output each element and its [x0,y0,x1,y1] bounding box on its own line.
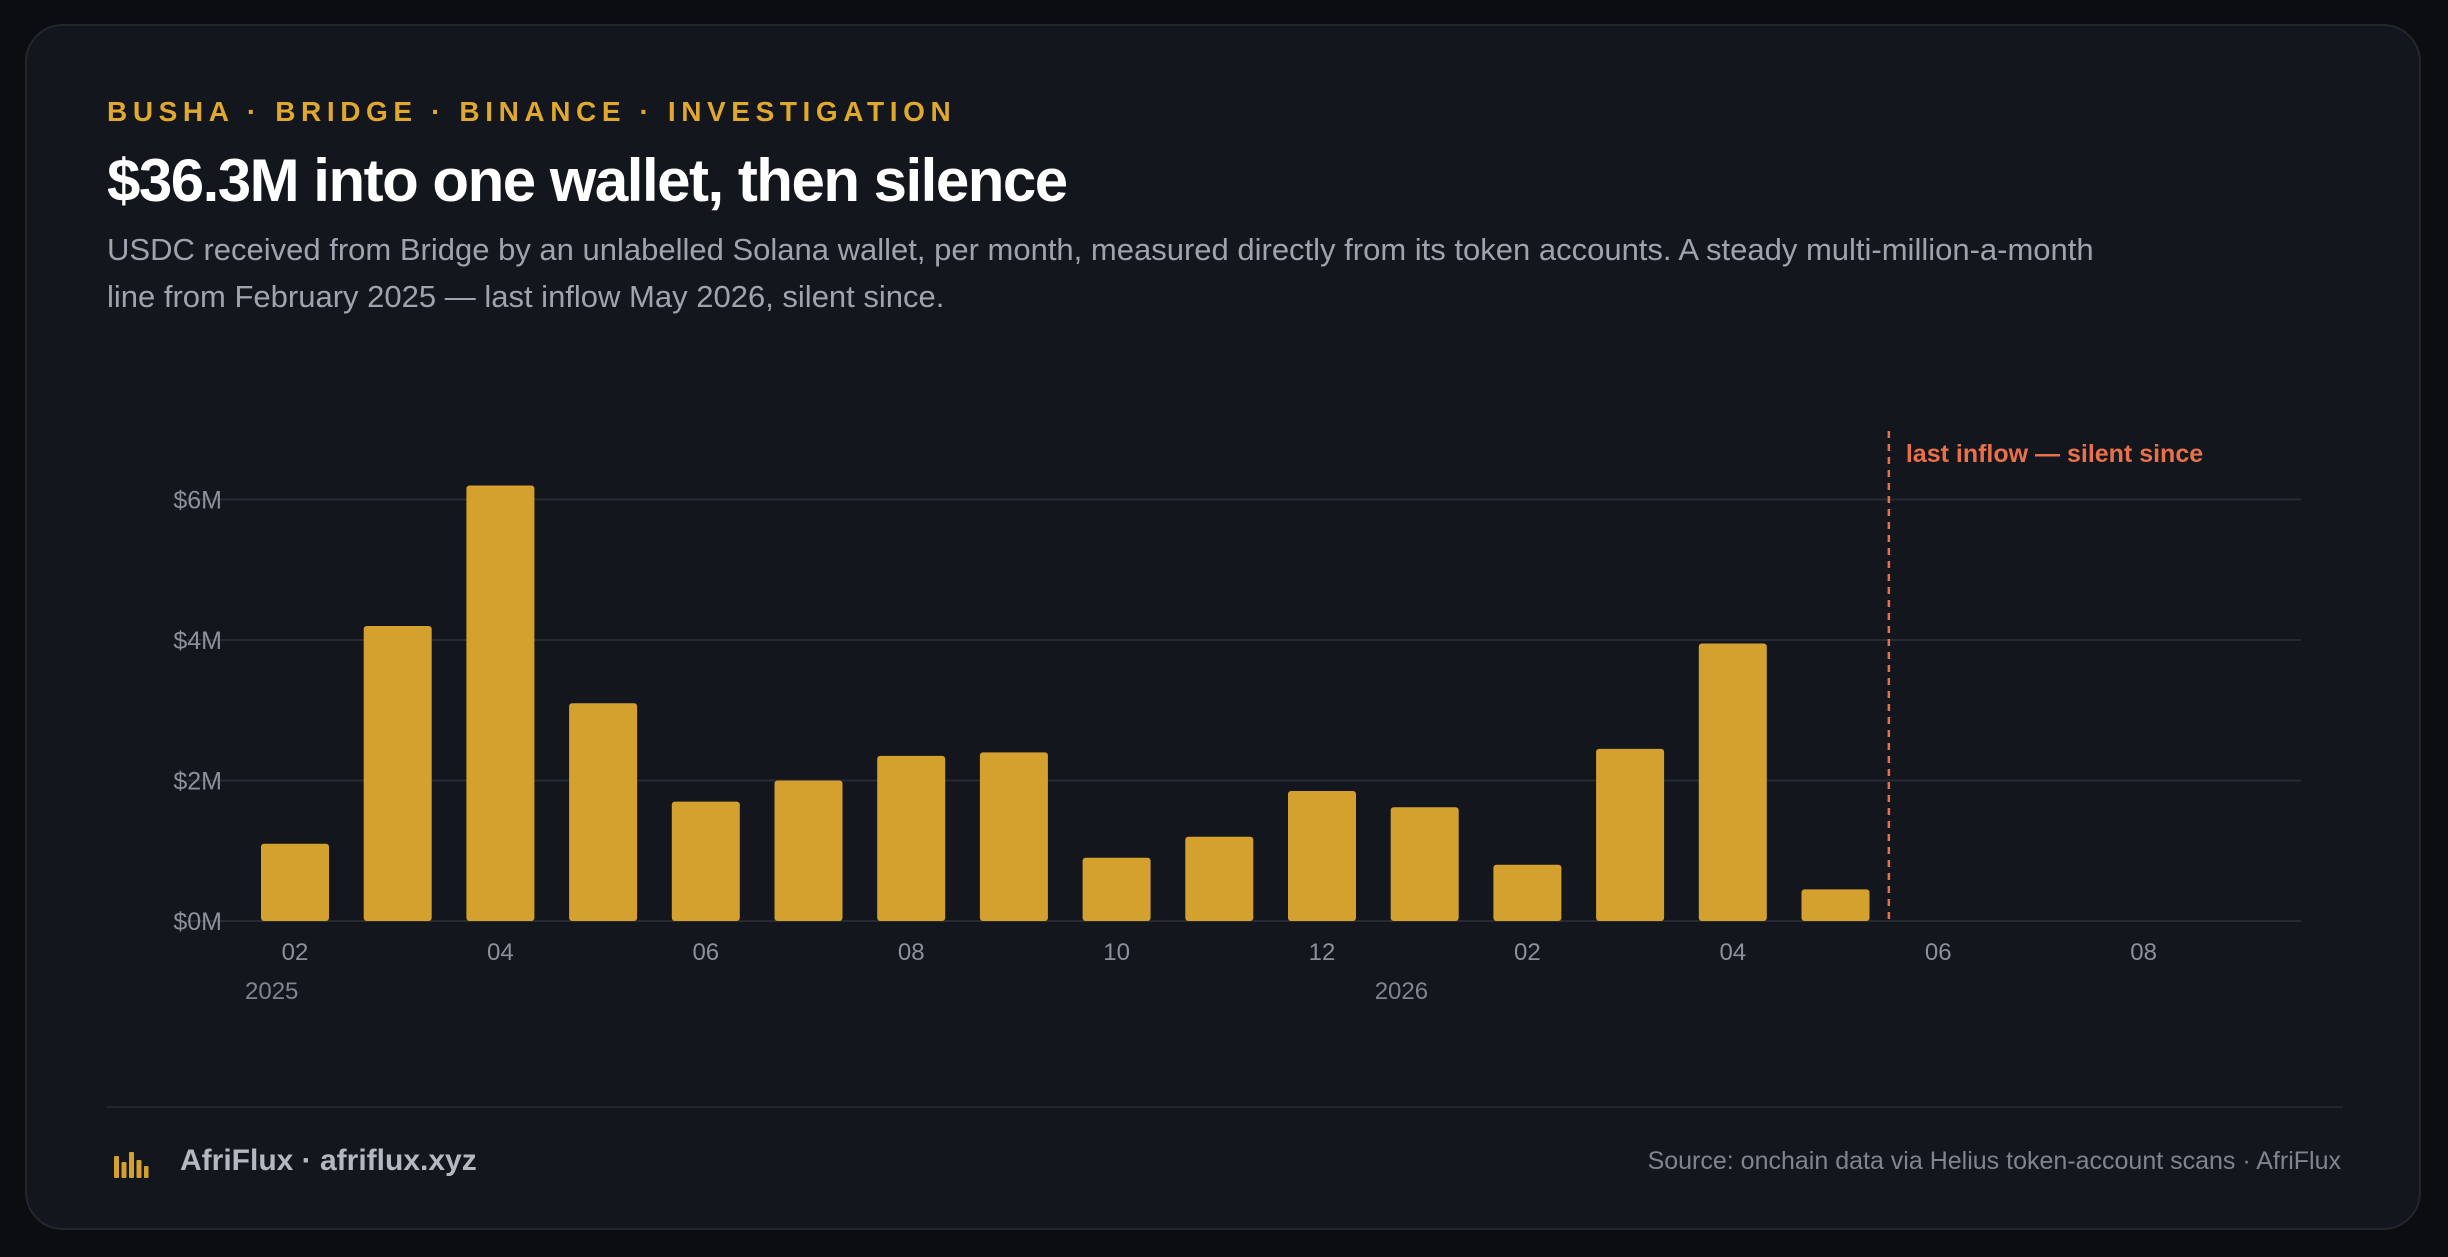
chart-card: BUSHA · BRIDGE · BINANCE · INVESTIGATION… [25,24,2421,1230]
x-tick-label: 06 [1925,939,1952,966]
x-tick-label: 08 [898,939,925,966]
y-tick-label: $2M [173,768,222,796]
x-tick-label: 02 [282,939,309,966]
chart-subtitle: USDC received from Bridge by an unlabell… [107,232,2094,314]
bar [1493,864,1562,921]
chart-title: $36.3M into one wallet, then silence [107,147,1068,214]
eyebrow-label: BUSHA · BRIDGE · BINANCE · INVESTIGATION [107,96,957,127]
bar [1185,836,1254,921]
x-tick-label: 10 [1103,939,1130,966]
x-tick-label: 02 [1514,939,1541,966]
x-tick-label: 04 [487,939,514,966]
x-tick-label: 12 [1309,939,1336,966]
bar [774,780,843,921]
x-year-label: 2026 [1375,978,1428,1005]
bar [569,703,638,921]
x-tick-label: 06 [692,939,719,966]
bar [1596,748,1665,921]
y-tick-label: $0M [173,908,222,936]
x-tick-label: 08 [2130,939,2157,966]
bar [1698,643,1767,921]
x-year-label: 2025 [245,978,298,1005]
y-tick-label: $4M [173,627,222,655]
bar-chart-icon [114,1152,149,1178]
bar [877,755,946,921]
bar-chart: $0M $2M $4M $6M 02 04 06 08 10 12 02 04 06 08 2025 2026… [173,431,2301,1005]
bar [1801,889,1870,921]
bar [1288,791,1356,921]
y-tick-label: $6M [173,487,222,515]
bar [261,843,329,921]
bar [466,485,535,921]
brand-name: AfriFlux · afriflux.xyz [180,1144,477,1177]
footer-divider [107,1106,2343,1108]
source-note: Source: onchain data via Helius token-ac… [1647,1147,2341,1175]
x-tick-label: 04 [1719,939,1746,966]
bar [1082,857,1151,921]
bar [979,752,1048,921]
bar [1390,807,1459,921]
bar [671,801,740,921]
bar [363,625,432,921]
annotation-label: last inflow — silent since [1906,440,2203,468]
